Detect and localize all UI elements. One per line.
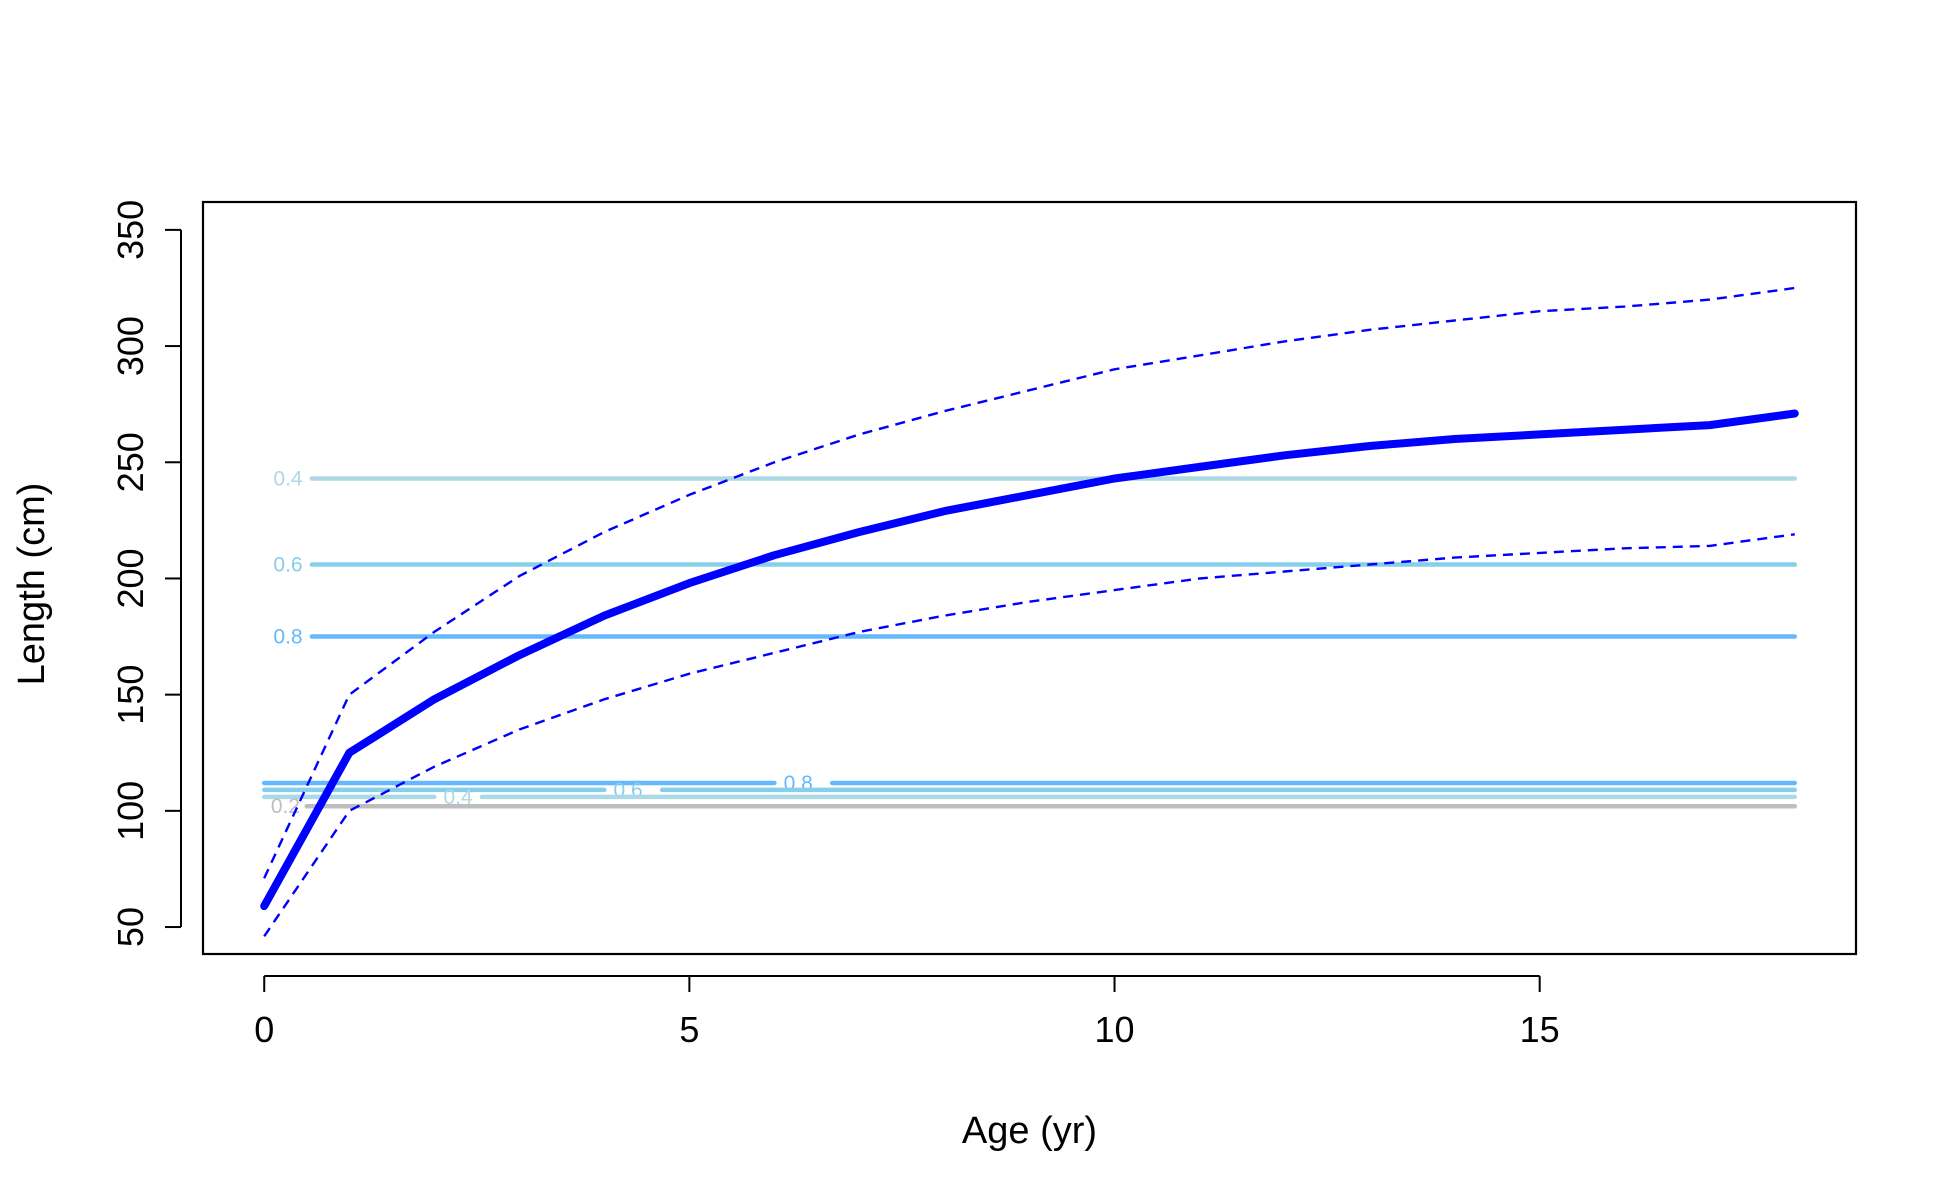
contour-label-6: 0.2 [271,795,300,818]
x-tick-label-0: 0 [254,1009,274,1050]
y-tick-label-1: 100 [110,781,151,841]
series-layer [260,286,1799,937]
plot-frame [201,200,1858,956]
axis-layer: 0 5 10 15 50 100 150 200 250 300 350 [110,200,1560,1050]
contour-label-2: 0.8 [273,626,302,649]
y-tick-label-2: 150 [110,665,151,725]
x-tick-label-2: 10 [1095,1009,1135,1050]
x-tick-label-1: 5 [679,1009,699,1050]
y-tick-label-3: 200 [110,548,151,608]
contour-label-1: 0.6 [273,554,302,577]
y-tick-label-6: 350 [110,200,151,260]
y-tick-label-5: 300 [110,316,151,376]
series-line-dashed-1 [263,286,1795,879]
y-tick-label-4: 250 [110,432,151,492]
y-axis-title: Length (cm) [11,483,53,686]
contour-label-0: 0.4 [273,468,303,491]
x-tick-label-3: 15 [1520,1009,1560,1050]
y-tick-label-0: 50 [110,907,151,947]
series-line-main [260,409,1799,911]
series-line-dashed-2 [263,533,1795,937]
x-axis-title: Age (yr) [962,1110,1097,1152]
contour-label-5: 0.4 [443,786,473,809]
